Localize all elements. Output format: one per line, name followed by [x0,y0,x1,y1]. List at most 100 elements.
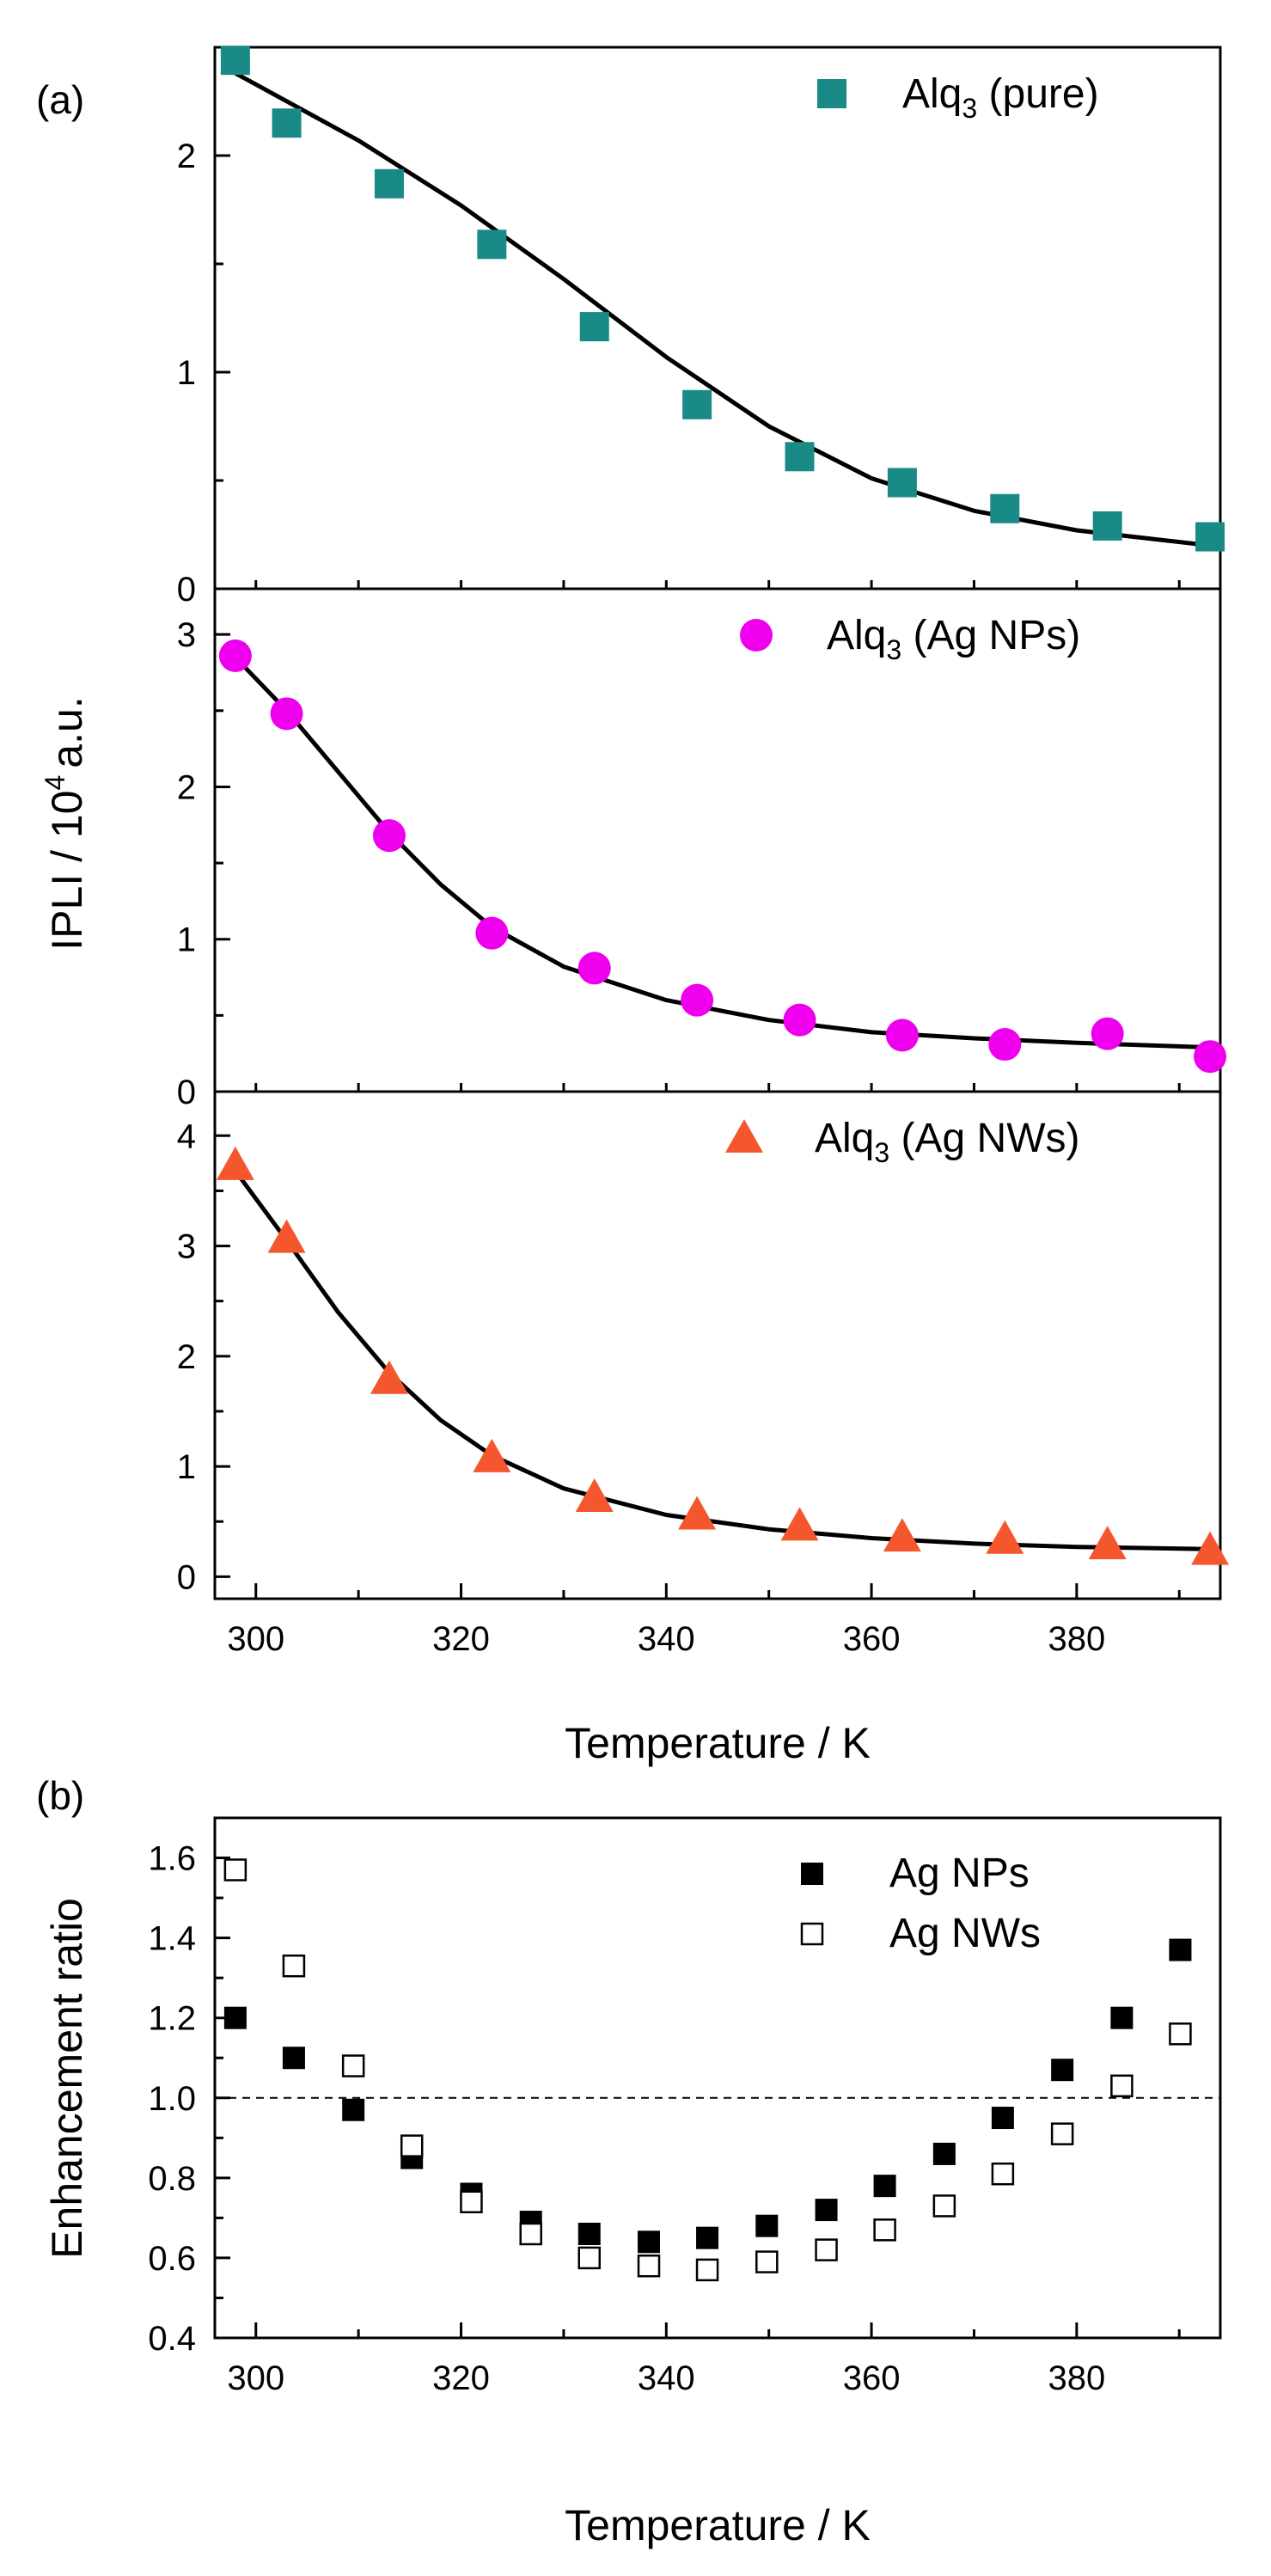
data-point [220,46,250,76]
y-title-superscript: 4 [40,775,70,791]
y-tick-label: 0 [177,571,196,609]
legend-label: Alq3 (pure) [902,71,1099,124]
data-point [1169,1938,1192,1961]
data-point [577,951,611,985]
data-point [282,1954,306,1978]
legend-suffix: (pure) [977,71,1098,117]
data-point [991,2107,1014,2130]
data-point [272,108,302,138]
panel-label: (b) [36,1773,84,1818]
data-point [223,2006,247,2029]
data-point [270,697,303,731]
data-point [695,2258,719,2282]
data-point [696,2226,719,2249]
x-tick-label: 380 [1048,1620,1105,1658]
data-point [755,2214,779,2237]
plot-frame [213,46,1222,590]
y-tick-label: 0.4 [148,2320,196,2358]
data-point [218,639,252,672]
data-point [932,2194,956,2218]
y-tick-label: 1.0 [148,2080,196,2118]
data-point [1050,2122,1074,2145]
data-point [873,2218,896,2242]
series-ag-nps [223,1938,1192,2254]
panel-label: (a) [36,77,84,122]
legend-marker [801,1863,823,1885]
data-point [1092,511,1122,541]
legend-marker [725,1119,763,1153]
x-tick-label: 360 [843,1620,901,1658]
y-tick-label: 4 [177,1117,196,1155]
data-point [638,2230,661,2254]
legend-main: Alq [815,1116,874,1161]
data-point [579,312,609,342]
y-axis-title: IPLI / 104 a.u. [40,696,91,950]
data-point [282,2047,305,2070]
data-point [473,1438,511,1472]
data-point [1091,1017,1124,1050]
x-tick-label: 360 [843,2359,901,2397]
data-point [678,1496,717,1530]
plot-frame [213,587,1222,1093]
data-point [887,468,917,498]
data-point [223,1858,247,1882]
legend-suffix: (Ag NPs) [901,613,1080,658]
data-point [1051,2059,1074,2082]
legend-label: Alq3 (Ag NPs) [827,613,1080,665]
plot-frame [213,1816,1222,2340]
x-axis-title: Temperature / K [565,2501,871,2549]
y-title-main: IPLI / 10 [43,790,91,950]
data-point [873,2175,896,2198]
data-point [986,1520,1024,1554]
data-point [400,2134,424,2157]
data-point [785,442,815,472]
series-ag-nws [223,1858,1192,2282]
x-axis-title: Temperature / K [565,1719,871,1767]
data-point [1194,1040,1227,1074]
legend-marker [817,79,846,108]
plot-frame [213,1090,1222,1600]
data-point [883,1518,921,1552]
legend-subscript: 3 [874,1137,889,1168]
data-point [216,1146,254,1180]
x-tick-label: 300 [227,1620,284,1658]
data-point [460,2190,483,2214]
fit-curve [233,1168,1213,1551]
data-point [1088,1526,1127,1560]
x-tick-label: 380 [1048,2359,1105,2397]
y-tick-label: 1.4 [148,1920,196,1958]
legend-marker [800,1922,824,1946]
y-tick-label: 2 [177,138,196,175]
y-tick-label: 1.6 [148,1840,196,1878]
x-tick-label: 300 [227,2359,284,2397]
data-point [932,2142,956,2165]
panel-b: 0.4 0.6 0.8 1.0 1.2 1.4 1.6 300 320 340 360 380 Ag N… [36,1773,1222,2549]
legend-subscript: 3 [886,634,901,665]
x-tick-label: 340 [638,2359,695,2397]
x-tick-label: 320 [432,2359,490,2397]
data-point [475,916,509,950]
data-point [815,2199,838,2222]
y-tick-label: 1 [177,354,196,392]
legend-subscript: 3 [962,93,977,124]
data-point [681,983,714,1017]
fit-curve [233,70,1213,548]
data-point [885,1019,919,1052]
fit-curve [233,655,1213,1050]
y-title-unit: a.u. [43,696,91,768]
data-point [1191,1531,1230,1565]
data-point [1110,2006,1134,2029]
data-point [1195,522,1225,552]
y-tick-label: 2 [177,768,196,806]
data-point [519,2222,542,2246]
data-point [374,168,404,199]
data-point [575,1478,614,1512]
data-point [780,1507,819,1541]
legend-marker [740,619,773,652]
y-tick-label: 0 [177,1558,196,1596]
legend-main: Alq [827,613,886,658]
